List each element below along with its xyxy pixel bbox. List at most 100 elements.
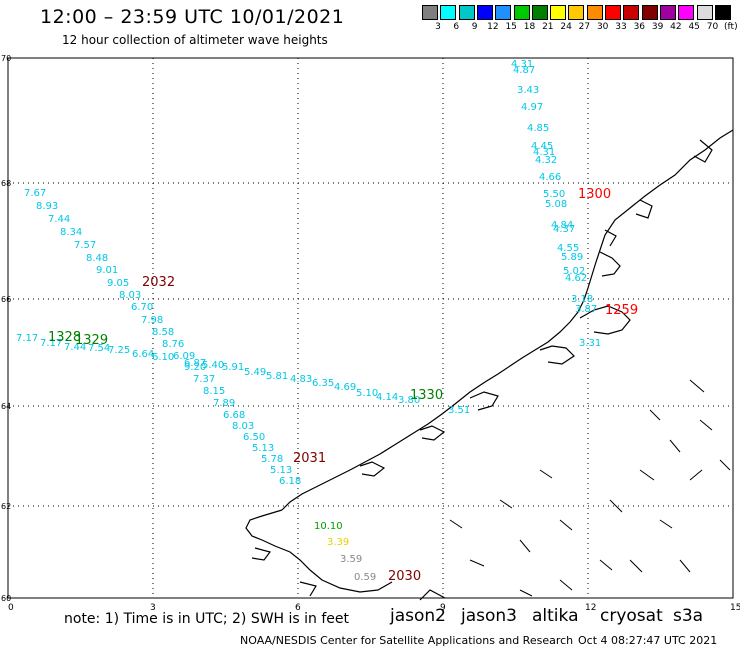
track-value: 4.87 — [513, 65, 535, 76]
track-value: 6.68 — [223, 410, 245, 421]
track-value: 7.89 — [213, 398, 235, 409]
legend-swatch — [586, 5, 603, 20]
coastline-segment — [419, 589, 446, 601]
pass-time-label: 1329 — [75, 333, 108, 348]
track-value: 7.98 — [141, 315, 163, 326]
legend-swatch — [495, 5, 512, 20]
track-value: 8.76 — [162, 339, 184, 350]
legend-swatch — [696, 5, 713, 20]
track-values: 7.678.937.448.347.578.489.019.058.036.70… — [16, 59, 638, 584]
coastline-segment — [599, 251, 621, 277]
map-frame — [7, 57, 734, 599]
sat-s3a: s3a — [673, 606, 704, 626]
pass-time-label: 2030 — [388, 569, 421, 584]
coastline-segment — [693, 139, 713, 163]
track-value: 7.44 — [48, 214, 70, 225]
track-value: 5.40 — [202, 360, 224, 371]
legend-label: 12 — [487, 22, 499, 32]
lat-tick-label: 68 — [1, 179, 11, 188]
lon-tick-label: 6 — [295, 603, 301, 613]
track-value: 8.48 — [86, 253, 108, 264]
track-value: 5.13 — [252, 443, 274, 454]
track-value: 4.31 — [533, 147, 555, 158]
track-value: 0.59 — [354, 572, 376, 583]
track-value: 6.10 — [152, 352, 174, 363]
inland-boundary — [559, 519, 573, 531]
track-value: 5.10 — [356, 388, 378, 399]
track-value: 4.37 — [553, 224, 575, 235]
pass-time-label: 2031 — [293, 451, 326, 466]
track-value: 7.54 — [88, 343, 110, 354]
inland-boundary — [649, 409, 661, 421]
lat-tick-label: 62 — [1, 502, 11, 511]
track-value: 5.13 — [270, 465, 292, 476]
coastline-segment — [579, 305, 631, 335]
track-value: 4.32 — [535, 155, 557, 166]
legend-swatch — [659, 5, 676, 20]
track-value: 5.81 — [266, 371, 288, 382]
lat-tick-label: 60 — [1, 594, 11, 603]
legend-swatch — [568, 5, 585, 20]
inland-boundary — [539, 469, 553, 479]
legend-label: 39 — [651, 22, 664, 32]
track-value: 8.03 — [119, 290, 141, 301]
track-value: 5.89 — [561, 252, 583, 263]
pass-time-label: 1330 — [410, 388, 443, 403]
grid-lines — [8, 58, 733, 598]
inland-boundary — [639, 469, 655, 481]
legend-swatch — [422, 5, 438, 20]
inland-boundary — [659, 519, 673, 529]
track-value: 3.87 — [575, 304, 597, 315]
legend-label: 36 — [633, 22, 646, 32]
lat-tick-label: 66 — [1, 295, 11, 304]
sat-jason2: jason2 — [390, 606, 446, 626]
legend-label: 9 — [471, 22, 478, 32]
track-value: 7.17 — [40, 338, 62, 349]
inland-boundary — [679, 559, 691, 573]
lon-tick-label: 0 — [8, 603, 14, 613]
legend-label: 33 — [615, 22, 627, 32]
track-value: 6.87 — [184, 358, 206, 369]
coastline-segment — [281, 129, 734, 511]
inland-boundary — [699, 419, 713, 431]
legend-label: 42 — [670, 22, 682, 32]
pass-time-label: 1300 — [578, 187, 611, 202]
track-value: 7.44 — [64, 342, 86, 353]
track-value: 4.66 — [539, 172, 561, 183]
track-value: 8.15 — [203, 386, 225, 397]
track-value: 6.64 — [132, 349, 154, 360]
track-value: 6.35 — [312, 378, 334, 389]
track-value: 8.93 — [36, 201, 58, 212]
track-value: 6.18 — [279, 476, 301, 487]
track-value: 6.09 — [173, 351, 195, 362]
inland-boundary — [629, 559, 643, 573]
track-value: 7.57 — [74, 240, 96, 251]
track-value: 9.01 — [96, 265, 118, 276]
legend-swatch — [458, 5, 475, 20]
track-value: 6.50 — [243, 432, 265, 443]
page-subtitle: 12 hour collection of altimeter wave hei… — [62, 33, 328, 47]
legend-swatch — [476, 5, 493, 20]
legend-swatch — [641, 5, 658, 20]
legend-label: 70 — [706, 22, 719, 32]
inland-boundary — [559, 579, 573, 591]
track-value: 4.45 — [531, 141, 553, 152]
track-value: 4.14 — [376, 392, 398, 403]
track-value: 9.05 — [107, 278, 129, 289]
legend-label: (ft) — [724, 22, 738, 32]
inland-boundary — [719, 459, 731, 471]
track-value: 4.55 — [557, 243, 579, 254]
coastline-segment — [539, 345, 575, 365]
track-value: 5.50 — [543, 189, 565, 200]
inland-boundary — [689, 469, 703, 481]
legend-label: 45 — [688, 22, 700, 32]
legend-label: 30 — [596, 22, 609, 32]
lat-tick-label: 64 — [1, 402, 11, 411]
legend-swatch — [513, 5, 530, 20]
coastline-segment — [251, 547, 272, 561]
track-value: 3.18 — [571, 294, 593, 305]
legend-swatch — [440, 5, 457, 20]
coastline-segment — [419, 425, 446, 441]
track-value: 7.25 — [108, 345, 130, 356]
page-title: 12:00 – 23:59 UTC 10/01/2021 — [40, 6, 345, 28]
